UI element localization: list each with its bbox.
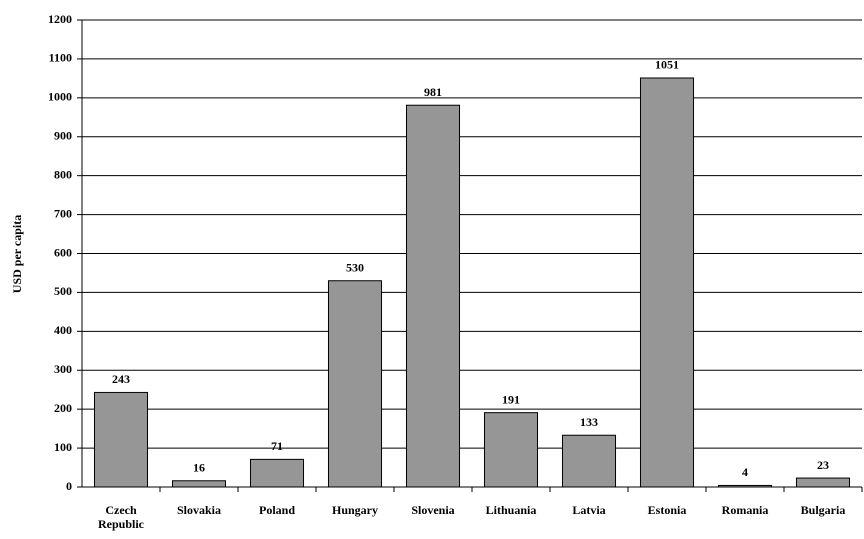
value-label: 16 bbox=[193, 461, 205, 475]
x-tick-label: Hungary bbox=[331, 503, 378, 517]
value-label: 530 bbox=[346, 260, 364, 274]
y-axis-label: USD per capita bbox=[10, 215, 24, 293]
x-tick-label: Romania bbox=[721, 503, 769, 517]
bar bbox=[93, 391, 149, 488]
y-tick-label: 600 bbox=[54, 245, 72, 259]
x-tick-label: Slovakia bbox=[176, 503, 221, 517]
x-tick-label: Estonia bbox=[647, 503, 687, 517]
value-label: 4 bbox=[742, 465, 748, 479]
y-tick-label: 200 bbox=[54, 401, 72, 415]
y-tick-label: 300 bbox=[54, 362, 72, 376]
y-tick-label: 900 bbox=[54, 129, 72, 143]
y-tick-label: 1200 bbox=[48, 12, 72, 26]
bar bbox=[795, 477, 851, 488]
y-tick-label: 800 bbox=[54, 167, 72, 181]
bar bbox=[561, 434, 617, 488]
value-label: 133 bbox=[580, 415, 598, 429]
y-tick-label: 400 bbox=[54, 323, 72, 337]
x-tick-label: Lithuania bbox=[485, 503, 537, 517]
y-tick-label: 1100 bbox=[49, 51, 72, 65]
y-tick-label: 700 bbox=[54, 206, 72, 220]
bar bbox=[249, 458, 305, 488]
value-label: 243 bbox=[112, 372, 130, 386]
value-label: 23 bbox=[817, 458, 829, 472]
x-tick-label: Bulgaria bbox=[800, 503, 846, 517]
bar bbox=[483, 412, 539, 488]
bar bbox=[171, 480, 227, 488]
x-tick-label: Czech Republic bbox=[97, 503, 144, 531]
y-tick-label: 100 bbox=[54, 440, 72, 454]
x-tick-label: Latvia bbox=[572, 503, 606, 517]
x-tick-label: Slovenia bbox=[411, 503, 455, 517]
y-tick-label: 500 bbox=[54, 284, 72, 298]
x-tick-label: Poland bbox=[258, 503, 295, 517]
bar bbox=[405, 104, 461, 488]
value-label: 1051 bbox=[655, 58, 679, 72]
value-label: 71 bbox=[271, 439, 283, 453]
value-label: 981 bbox=[424, 85, 442, 99]
value-label: 191 bbox=[502, 392, 520, 406]
bar bbox=[639, 77, 695, 488]
bar bbox=[327, 280, 383, 488]
y-tick-label: 0 bbox=[66, 479, 72, 493]
y-tick-label: 1000 bbox=[48, 90, 72, 104]
